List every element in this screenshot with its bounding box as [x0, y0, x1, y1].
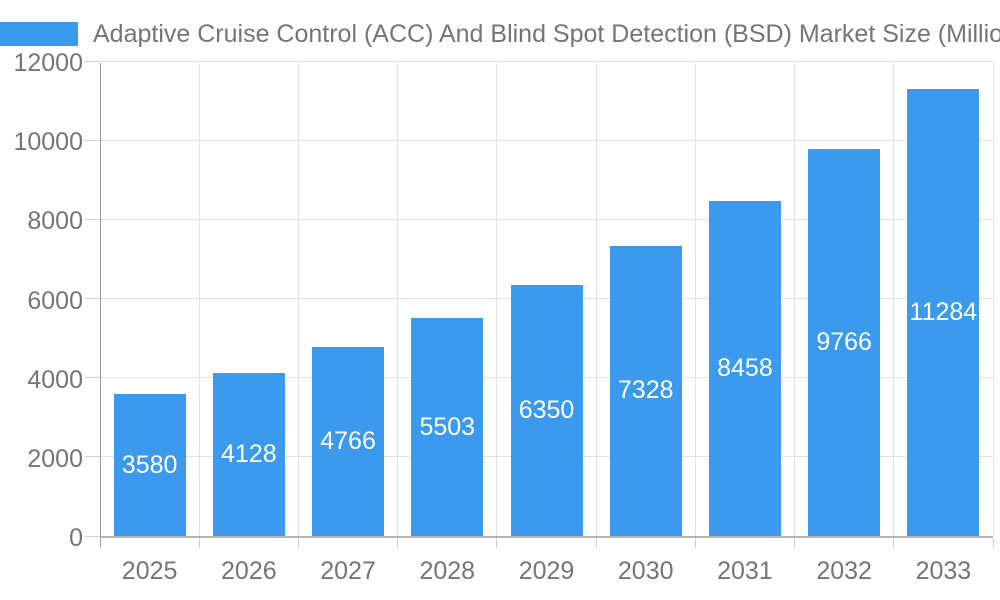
y-tick [85, 298, 100, 299]
x-tick [893, 538, 895, 548]
y-axis-label: 10000 [13, 128, 83, 157]
bar [312, 347, 385, 536]
bar-value-label: 9766 [816, 327, 872, 356]
x-gridline [595, 63, 597, 536]
bar [708, 201, 781, 536]
bar [212, 372, 285, 536]
y-gridline [100, 139, 993, 141]
bar-value-label: 6350 [518, 395, 575, 424]
x-axis-label: 2033 [915, 557, 972, 585]
x-tick [496, 538, 498, 548]
x-gridline [397, 63, 399, 536]
x-gridline [198, 63, 200, 536]
y-axis-label: 4000 [27, 365, 83, 394]
x-tick [992, 538, 994, 548]
bar-value-label: 4128 [221, 439, 277, 468]
x-axis-label: 2030 [617, 557, 674, 585]
y-gridline [100, 218, 993, 220]
bar [411, 318, 484, 536]
x-gridline [893, 63, 895, 536]
bar-value-label: 7328 [617, 376, 674, 405]
plot-area: 0 2000 4000 6000 8000 10000 12000 3580 2025 4128 2… [13, 49, 994, 585]
x-gridline [694, 63, 696, 536]
bar [907, 89, 980, 536]
y-tick [85, 535, 100, 537]
x-axis-label: 2027 [320, 557, 376, 585]
bar [113, 394, 186, 536]
bar-value-label: 4766 [320, 426, 376, 455]
x-tick [198, 538, 200, 548]
y-axis-line [100, 63, 101, 547]
y-axis-label: 0 [69, 524, 83, 552]
bar [609, 245, 682, 536]
y-gridline [100, 60, 993, 62]
chart-legend: Adaptive Cruise Control (ACC) And Blind … [0, 20, 1000, 48]
y-tick [85, 218, 100, 220]
y-tick [85, 139, 100, 141]
x-tick [595, 538, 597, 548]
x-axis-label: 2026 [221, 557, 277, 585]
x-gridline [297, 63, 299, 536]
y-axis-label: 8000 [27, 207, 83, 236]
x-axis-label: 2028 [419, 557, 476, 585]
y-tick [85, 377, 100, 379]
y-axis-label: 2000 [27, 444, 83, 473]
x-axis-label: 2025 [121, 557, 178, 585]
bar [510, 284, 583, 536]
x-tick [397, 538, 399, 548]
x-tick [694, 538, 696, 548]
y-axis-label: 12000 [13, 49, 83, 77]
x-tick [794, 538, 796, 548]
legend-swatch [0, 22, 78, 46]
y-axis-label: 6000 [27, 286, 83, 315]
x-gridline [496, 63, 498, 536]
chart-title: Adaptive Cruise Control (ACC) And Blind … [93, 20, 1000, 48]
x-gridline [794, 63, 796, 536]
x-axis-label: 2029 [518, 557, 575, 585]
y-tick [85, 60, 100, 62]
bar-value-label: 8458 [717, 353, 773, 382]
x-gridline [992, 63, 994, 536]
bar-value-label: 5503 [419, 412, 476, 441]
x-axis-label: 2031 [717, 557, 773, 585]
bar [808, 149, 881, 536]
bar-value-label: 11284 [909, 297, 978, 326]
y-tick [85, 456, 100, 458]
x-tick [297, 538, 299, 548]
bar-value-label: 3580 [121, 450, 178, 479]
x-axis-label: 2032 [816, 557, 872, 585]
